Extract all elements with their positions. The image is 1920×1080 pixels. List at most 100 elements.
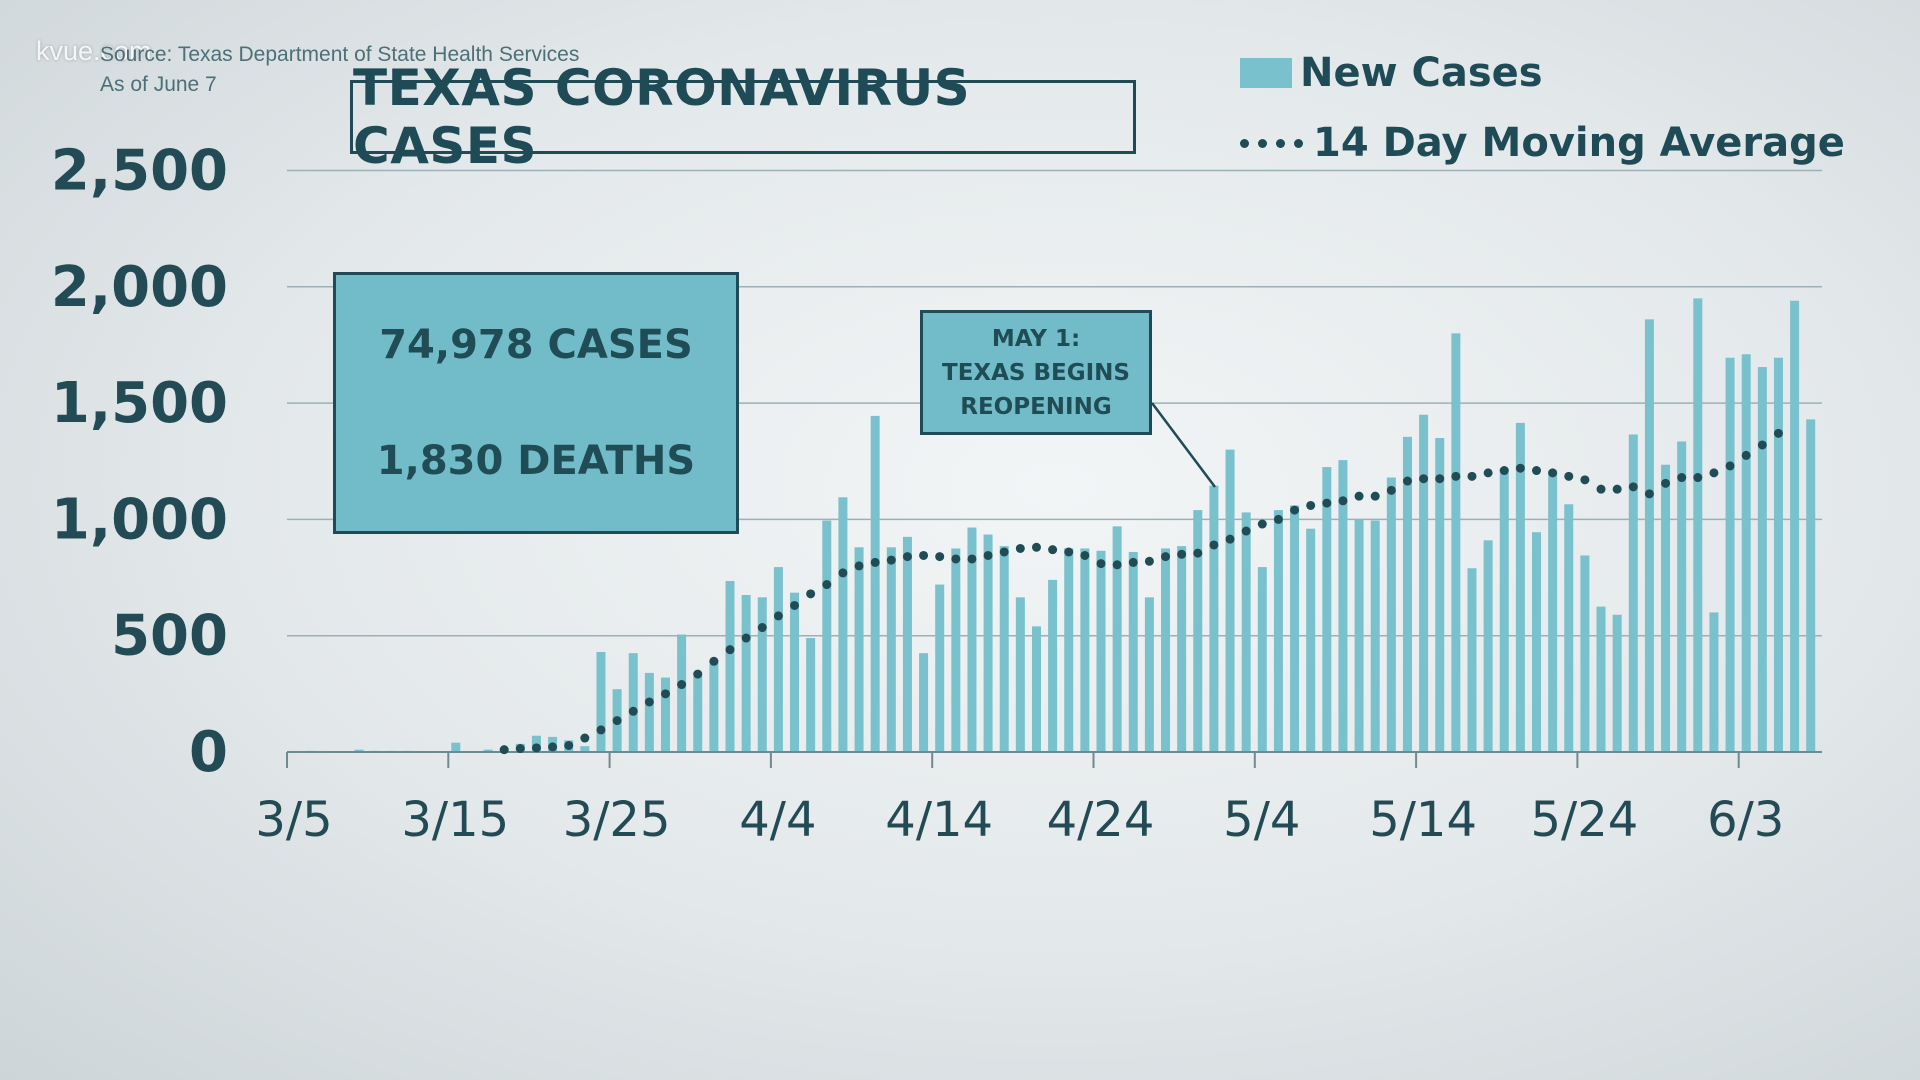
bar — [1015, 597, 1025, 752]
moving-average-dot — [1273, 514, 1283, 524]
bar — [822, 520, 832, 752]
bar — [1096, 550, 1106, 752]
moving-average-dot — [967, 554, 977, 564]
x-tick-label: 4/14 — [885, 792, 993, 848]
bar — [1467, 568, 1477, 752]
moving-average-dot — [1677, 473, 1687, 483]
moving-average-dot — [1257, 519, 1267, 529]
bar — [854, 547, 864, 752]
moving-average-dot — [1644, 489, 1654, 499]
moving-average-dot — [1128, 557, 1138, 567]
moving-average-dot — [1548, 468, 1558, 478]
bar — [1161, 548, 1171, 752]
moving-average-dot — [838, 568, 848, 578]
bar — [1370, 520, 1380, 752]
moving-average-dot — [1064, 547, 1074, 557]
bar — [1580, 555, 1590, 752]
bar — [838, 497, 848, 752]
bar — [1322, 467, 1332, 752]
bar — [1628, 434, 1638, 752]
bar — [1757, 367, 1767, 752]
bar — [1596, 606, 1606, 752]
moving-average-dot — [660, 689, 670, 699]
bar — [628, 653, 638, 752]
moving-average-dot — [644, 697, 654, 707]
bar — [580, 746, 590, 752]
bar — [741, 594, 751, 752]
bar — [870, 415, 880, 752]
y-tick-labels: 0 500 1,000 1,500 2,000 2,500 — [51, 139, 228, 786]
bar — [967, 527, 977, 752]
bar — [999, 546, 1009, 752]
x-tick-label: 3/15 — [401, 792, 509, 848]
bar — [902, 536, 912, 752]
moving-average-dot — [1306, 500, 1316, 510]
bar — [1644, 319, 1654, 752]
moving-average-dot — [999, 547, 1009, 557]
moving-average-dot — [677, 680, 687, 690]
bar — [1661, 464, 1671, 752]
y-tick-label: 2,000 — [51, 255, 228, 320]
bar — [1338, 460, 1348, 752]
moving-average-dot — [935, 552, 945, 562]
moving-average-dot — [1112, 560, 1122, 570]
moving-average-dot — [612, 716, 622, 726]
bar — [983, 534, 993, 752]
x-tick-label: 4/4 — [739, 792, 816, 848]
moving-average-dot — [951, 554, 961, 564]
moving-average-dot — [1612, 484, 1622, 494]
legend-label-new-cases: New Cases — [1300, 50, 1543, 96]
bar — [1290, 505, 1300, 752]
moving-average-dot — [806, 589, 816, 599]
moving-average-dot — [596, 725, 606, 735]
bar — [1677, 441, 1687, 752]
bar — [1112, 526, 1122, 752]
watermark: kvue.com — [36, 36, 152, 66]
bar — [1483, 540, 1493, 752]
legend-bar-swatch — [1240, 58, 1292, 88]
bar — [1532, 532, 1542, 752]
moving-average-dot — [1564, 471, 1574, 481]
x-tick-labels: 3/5 3/15 3/25 4/4 4/14 4/24 5/4 5/14 5/24 6/3 — [255, 792, 1784, 848]
moving-average-dot — [1709, 468, 1719, 478]
bar — [1515, 422, 1525, 752]
moving-average-dot — [1402, 476, 1412, 486]
bar — [1177, 546, 1187, 752]
moving-average-dot — [1386, 485, 1396, 495]
bar — [1128, 551, 1138, 752]
bar — [1419, 414, 1429, 752]
moving-average-dot — [902, 552, 912, 562]
x-tick-label: 3/5 — [255, 792, 332, 848]
bar — [1386, 477, 1396, 752]
moving-average-dot — [1483, 468, 1493, 478]
bar — [1709, 612, 1719, 752]
y-tick-label: 2,500 — [51, 139, 228, 204]
bar — [1806, 419, 1816, 752]
moving-average-dot — [822, 580, 832, 590]
moving-average-dot — [499, 745, 509, 755]
bar — [1241, 512, 1251, 752]
moving-average-dot — [1773, 428, 1783, 438]
moving-average-dot — [1177, 549, 1187, 559]
annotation-leader-line — [1151, 402, 1216, 488]
moving-average-dot — [1290, 505, 1300, 515]
legend-dots-swatch — [1240, 138, 1303, 148]
moving-average-dot — [1209, 540, 1219, 550]
moving-average-dot — [1144, 556, 1154, 566]
moving-average-dot — [757, 623, 767, 633]
moving-average-dot — [1467, 471, 1477, 481]
total-deaths: 1,830 DEATHS — [376, 438, 696, 484]
chart-title: TEXAS CORONAVIRUS CASES — [350, 59, 1136, 175]
moving-average-dot — [548, 742, 558, 752]
as-of-line: As of June 7 — [100, 73, 217, 96]
bar — [1564, 504, 1574, 752]
moving-average-dot — [1338, 496, 1348, 506]
moving-average-dots — [499, 428, 1783, 755]
moving-average-dot — [531, 743, 541, 753]
moving-average-dot — [854, 561, 864, 571]
bar — [806, 638, 816, 752]
bar — [1193, 510, 1203, 752]
y-tick-label: 0 — [189, 720, 228, 785]
bar — [725, 581, 735, 752]
bar — [1612, 614, 1622, 752]
